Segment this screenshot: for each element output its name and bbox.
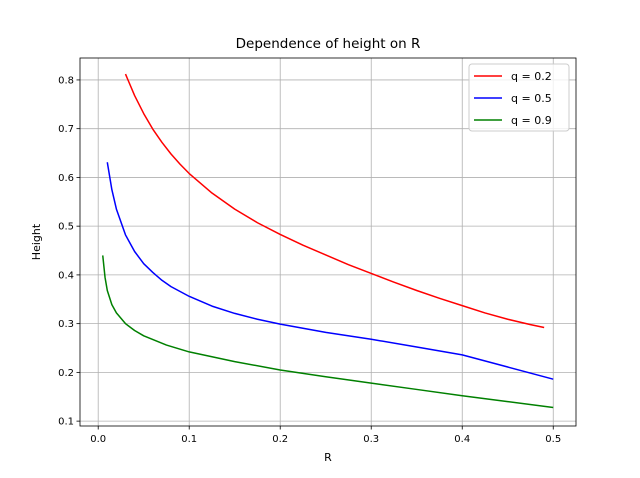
y-tick-label: 0.1	[58, 417, 74, 428]
legend-box	[468, 63, 570, 132]
chart-title: Dependence of height on R	[236, 36, 421, 52]
x-tick-label: 0.5	[545, 434, 561, 445]
legend-label-3: q = 0.9	[511, 114, 552, 127]
y-tick-label: 0.2	[58, 368, 74, 379]
y-tick-label: 0.8	[58, 75, 74, 86]
series-group	[102, 73, 554, 409]
x-tick-label: 0.0	[90, 434, 106, 445]
x-tick-label: 0.3	[363, 434, 379, 445]
series-line-1	[124, 73, 545, 329]
y-tick-label: 0.5	[58, 222, 74, 233]
y-tick-label: 0.3	[58, 319, 74, 330]
series-line-3	[102, 255, 554, 409]
y-tick-label: 0.4	[58, 270, 74, 281]
grid	[80, 58, 576, 426]
legend: q = 0.2 q = 0.5 q = 0.9	[468, 63, 570, 132]
ticks: 0.0 0.1 0.2 0.3 0.4 0.5 0.1 0.2 0.3 0.4 0.5 0.6 0.7 0…	[58, 75, 561, 445]
legend-label-1: q = 0.2	[511, 70, 552, 83]
series-line-2	[106, 162, 554, 380]
x-axis-label: R	[324, 451, 332, 464]
y-axis-label: Height	[30, 223, 43, 260]
y-tick-label: 0.6	[58, 173, 74, 184]
axes-frame	[79, 57, 577, 427]
x-tick-label: 0.2	[272, 434, 288, 445]
legend-label-2: q = 0.5	[511, 92, 552, 105]
x-tick-label: 0.1	[181, 434, 197, 445]
x-tick-label: 0.4	[454, 434, 470, 445]
y-tick-label: 0.7	[58, 124, 74, 135]
